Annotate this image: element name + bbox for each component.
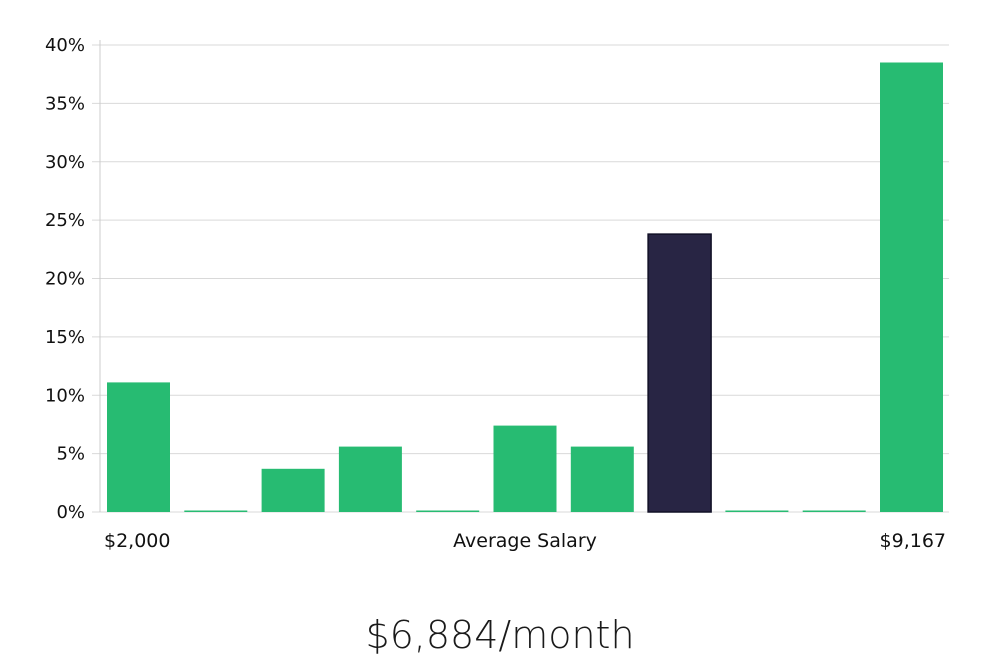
bar [338,446,402,512]
y-tick-label: 25% [45,210,85,231]
bar [880,62,943,512]
bar [416,510,480,512]
bar [493,425,557,512]
gridlines [92,44,949,513]
y-tick-label: 30% [45,152,85,173]
x-axis-max-label: $9,167 [880,530,946,552]
x-axis-min-label: $2,000 [104,530,170,552]
salary-histogram-chart: 0% 5% 10% 15% 20% 25% 30% 35% 40% $2,000 Average… [45,35,949,552]
average-salary-value: $6,884/month [365,613,635,657]
bar [802,510,866,512]
bar [261,468,325,512]
bar [725,510,789,512]
bar [107,382,170,512]
y-tick-label: 35% [45,93,85,114]
y-tick-label: 20% [45,269,85,290]
y-tick-label: 5% [56,444,85,465]
y-tick-label: 0% [56,502,85,523]
bar [570,446,634,512]
y-tick-label: 40% [45,35,85,56]
y-axis: 0% 5% 10% 15% 20% 25% 30% 35% 40% [45,35,101,523]
y-tick-label: 15% [45,327,85,348]
y-tick-label: 10% [45,385,85,406]
bar-highlighted [647,233,712,513]
x-axis-title: Average Salary [453,530,597,552]
bars [107,62,943,513]
bar [184,510,248,512]
x-axis: $2,000 Average Salary $9,167 [104,530,946,552]
